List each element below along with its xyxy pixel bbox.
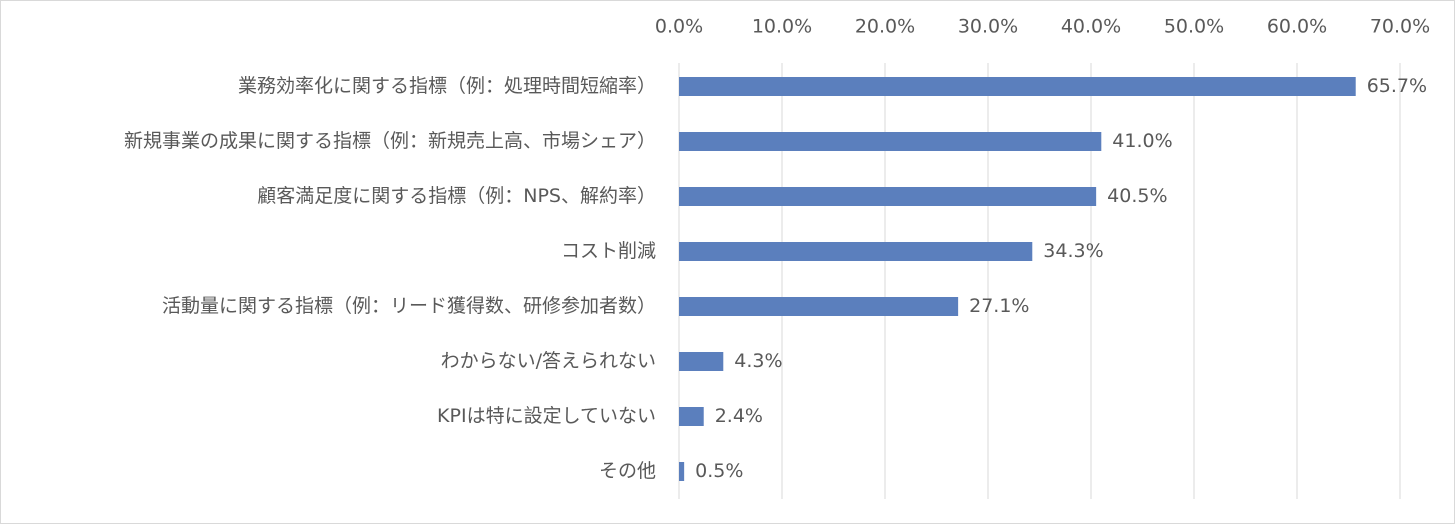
x-tick-label: 20.0% bbox=[855, 16, 915, 38]
value-label: 4.3% bbox=[734, 350, 782, 372]
x-tick-label: 70.0% bbox=[1370, 16, 1430, 38]
x-tick-label: 50.0% bbox=[1164, 16, 1224, 38]
value-label: 27.1% bbox=[969, 295, 1029, 317]
bar bbox=[679, 132, 1102, 151]
y-tick-label: コスト削減 bbox=[561, 240, 656, 262]
value-label: 65.7% bbox=[1367, 75, 1427, 97]
bar bbox=[679, 242, 1033, 261]
y-tick-label: 顧客満足度に関する指標（例：NPS、解約率） bbox=[257, 185, 656, 207]
x-tick-label: 40.0% bbox=[1061, 16, 1121, 38]
y-tick-label: 新規事業の成果に関する指標（例：新規売上高、市場シェア） bbox=[124, 130, 656, 152]
x-tick-label: 60.0% bbox=[1267, 16, 1327, 38]
y-tick-label: 活動量に関する指標（例：リード獲得数、研修参加者数） bbox=[162, 295, 656, 317]
bar bbox=[679, 352, 724, 371]
x-tick-label: 30.0% bbox=[958, 16, 1018, 38]
y-tick-label: 業務効率化に関する指標（例：処理時間短縮率） bbox=[238, 75, 656, 97]
value-label: 41.0% bbox=[1112, 130, 1172, 152]
y-tick-label: わからない/答えられない bbox=[441, 350, 656, 372]
y-tick-label: その他 bbox=[599, 460, 656, 482]
value-label: 0.5% bbox=[695, 460, 743, 482]
bar bbox=[679, 187, 1097, 206]
bar bbox=[679, 297, 959, 316]
value-label: 2.4% bbox=[715, 405, 763, 427]
x-tick-label: 0.0% bbox=[655, 16, 703, 38]
bar bbox=[679, 462, 685, 481]
value-label: 40.5% bbox=[1107, 185, 1167, 207]
y-tick-label: KPIは特に設定していない bbox=[437, 405, 656, 427]
bar bbox=[679, 407, 704, 426]
bar bbox=[679, 77, 1356, 96]
value-label: 34.3% bbox=[1043, 240, 1103, 262]
x-tick-label: 10.0% bbox=[752, 16, 812, 38]
